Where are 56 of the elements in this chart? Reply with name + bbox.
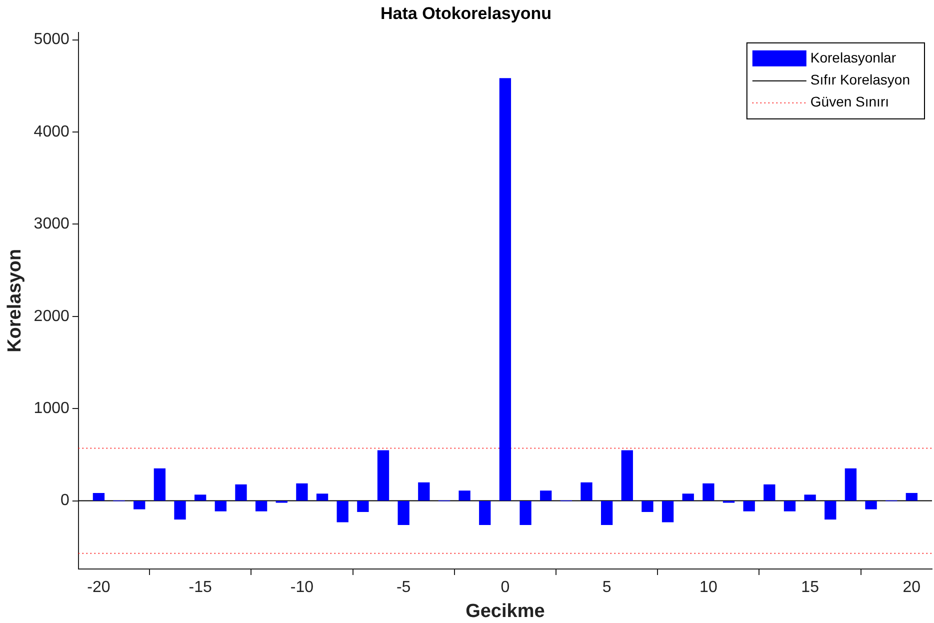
bar xyxy=(844,468,857,501)
bar xyxy=(134,500,146,510)
y-tick-label: 1000 xyxy=(34,400,70,417)
bar xyxy=(764,484,776,501)
bar xyxy=(621,450,633,501)
x-tick-label: 0 xyxy=(500,579,510,596)
x-axis-title: Gecikme xyxy=(466,600,545,622)
bar xyxy=(702,483,714,501)
bar xyxy=(580,482,592,501)
x-tick-label: 5 xyxy=(602,579,612,596)
x-tick-label: 15 xyxy=(801,579,820,596)
y-tick-label: 0 xyxy=(60,492,70,510)
bar xyxy=(255,500,268,512)
chart-title: Hata Otokorelasyonu xyxy=(380,4,552,23)
bar xyxy=(398,500,410,525)
bar xyxy=(479,500,491,525)
x-tick-label: 10 xyxy=(700,579,718,596)
bar xyxy=(458,490,470,501)
bar xyxy=(336,500,348,522)
bar xyxy=(154,468,166,501)
y-axis-title: Korelasyon xyxy=(4,248,26,352)
bar xyxy=(174,500,186,520)
bar xyxy=(865,500,877,510)
bar xyxy=(316,494,328,501)
x-tick-label: -20 xyxy=(87,579,110,596)
bar xyxy=(92,492,105,501)
bar xyxy=(235,484,247,501)
x-tick-label: -5 xyxy=(396,579,411,596)
legend-label: Güven Sınırı xyxy=(810,93,889,110)
bar xyxy=(824,500,836,520)
bar xyxy=(743,500,755,512)
bar xyxy=(357,500,369,512)
y-tick-label: 3000 xyxy=(34,216,70,233)
bar xyxy=(784,500,796,512)
bar xyxy=(804,494,816,501)
y-tick-label: 2000 xyxy=(34,308,70,325)
y-tick-label: 5000 xyxy=(34,31,70,48)
y-tick-label: 4000 xyxy=(34,123,70,140)
bar xyxy=(499,78,512,501)
x-tick-label: -10 xyxy=(290,579,314,596)
x-tick-label: 20 xyxy=(902,579,921,596)
bar xyxy=(642,500,654,512)
bar xyxy=(906,492,918,501)
legend-label: Sıfır Korelasyon xyxy=(810,71,910,88)
bar xyxy=(194,494,206,501)
x-tick-label: -15 xyxy=(188,579,212,596)
bar xyxy=(682,494,694,501)
bar xyxy=(418,482,430,501)
bar xyxy=(520,500,532,525)
legend-label: Korelasyonlar xyxy=(810,49,896,66)
bar xyxy=(600,500,613,525)
bar xyxy=(540,490,552,501)
bar xyxy=(377,450,390,501)
bar xyxy=(214,500,226,512)
bar xyxy=(662,500,674,522)
bar xyxy=(296,483,308,501)
